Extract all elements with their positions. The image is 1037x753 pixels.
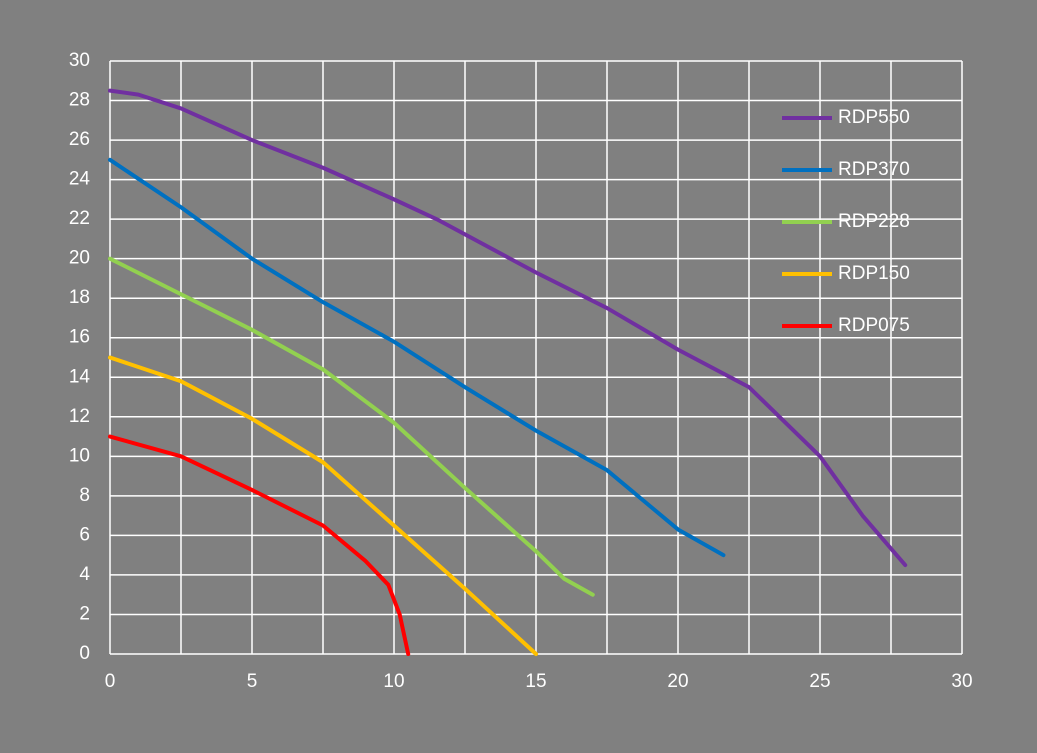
y-tick-label: 12 <box>69 406 90 427</box>
legend-label: RDP550 <box>838 107 910 128</box>
legend-label: RDP370 <box>838 159 910 180</box>
y-tick-label: 20 <box>69 248 90 269</box>
series-line <box>108 434 411 656</box>
x-tick-label: 30 <box>951 671 972 692</box>
x-tick-label: 15 <box>525 671 546 692</box>
series-line <box>108 88 908 568</box>
y-tick-label: 6 <box>79 524 90 545</box>
series-line <box>108 157 726 558</box>
y-tick-label: 16 <box>69 327 90 348</box>
y-tick-label: 10 <box>69 445 90 466</box>
x-tick-label: 10 <box>383 671 404 692</box>
series-line <box>108 256 595 597</box>
y-tick-label: 30 <box>69 50 90 71</box>
y-tick-label: 8 <box>79 485 90 506</box>
legend-label: RDP150 <box>838 263 910 284</box>
y-tick-label: 4 <box>79 564 90 585</box>
legend-label: RDP075 <box>838 315 910 336</box>
y-tick-label: 18 <box>69 287 90 308</box>
series-line <box>108 355 538 656</box>
x-tick-label: 0 <box>105 671 116 692</box>
x-tick-label: 5 <box>247 671 258 692</box>
y-tick-label: 0 <box>79 643 90 664</box>
x-tick-label: 25 <box>809 671 830 692</box>
legend-label: RDP228 <box>838 211 910 232</box>
y-tick-label: 24 <box>69 169 91 190</box>
y-tick-label: 28 <box>69 90 90 111</box>
y-tick-label: 2 <box>79 603 90 624</box>
y-tick-label: 26 <box>69 129 90 150</box>
y-tick-label: 22 <box>69 208 90 229</box>
x-tick-label: 20 <box>667 671 688 692</box>
y-tick-label: 14 <box>69 366 91 387</box>
